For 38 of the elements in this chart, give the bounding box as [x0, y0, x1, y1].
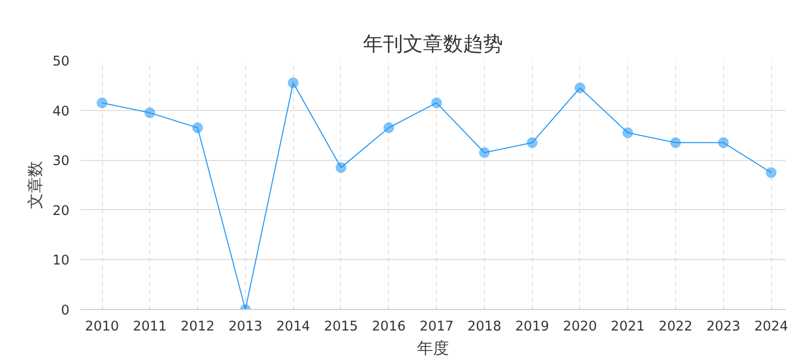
x-axis-title: 年度	[417, 338, 449, 358]
point	[718, 137, 729, 148]
point	[766, 167, 777, 178]
x-tick-label: 2023	[706, 320, 740, 334]
point	[96, 97, 108, 108]
y-axis-title: 文章数	[26, 161, 45, 209]
point	[431, 97, 442, 108]
point	[574, 82, 586, 94]
x-tick-label: 2020	[563, 320, 597, 334]
y-tick-label: 20	[52, 204, 70, 219]
x-tick-label: 2014	[276, 320, 310, 334]
x-tick-label: 2022	[658, 320, 693, 334]
chart-title: 年刊文章数趋势	[363, 32, 503, 56]
x-tick-label: 2011	[132, 320, 167, 334]
point	[478, 147, 490, 158]
x-tick-label: 2017	[420, 320, 454, 334]
point	[192, 122, 204, 134]
y-tick-label: 0	[61, 304, 70, 318]
point	[144, 107, 156, 118]
point	[526, 137, 538, 148]
y-tick-label: 40	[52, 104, 70, 120]
x-tick-label: 2019	[515, 320, 550, 334]
x-tick-label: 2013	[228, 320, 262, 334]
point	[670, 137, 682, 148]
x-tick-label: 2010	[85, 320, 119, 334]
x-tick-label: 2021	[610, 320, 645, 334]
point	[335, 162, 346, 174]
y-tick-label: 50	[52, 54, 70, 70]
y-tick-label: 30	[52, 154, 70, 170]
point	[383, 122, 394, 134]
y-tick-label: 10	[52, 254, 70, 269]
point	[288, 77, 299, 88]
x-tick-label: 2024	[754, 320, 788, 334]
point	[622, 127, 634, 138]
x-tick-label: 2015	[324, 320, 358, 334]
x-tick-label: 2016	[372, 320, 406, 334]
x-tick-label: 2012	[180, 320, 215, 334]
x-tick-label: 2018	[467, 320, 502, 334]
